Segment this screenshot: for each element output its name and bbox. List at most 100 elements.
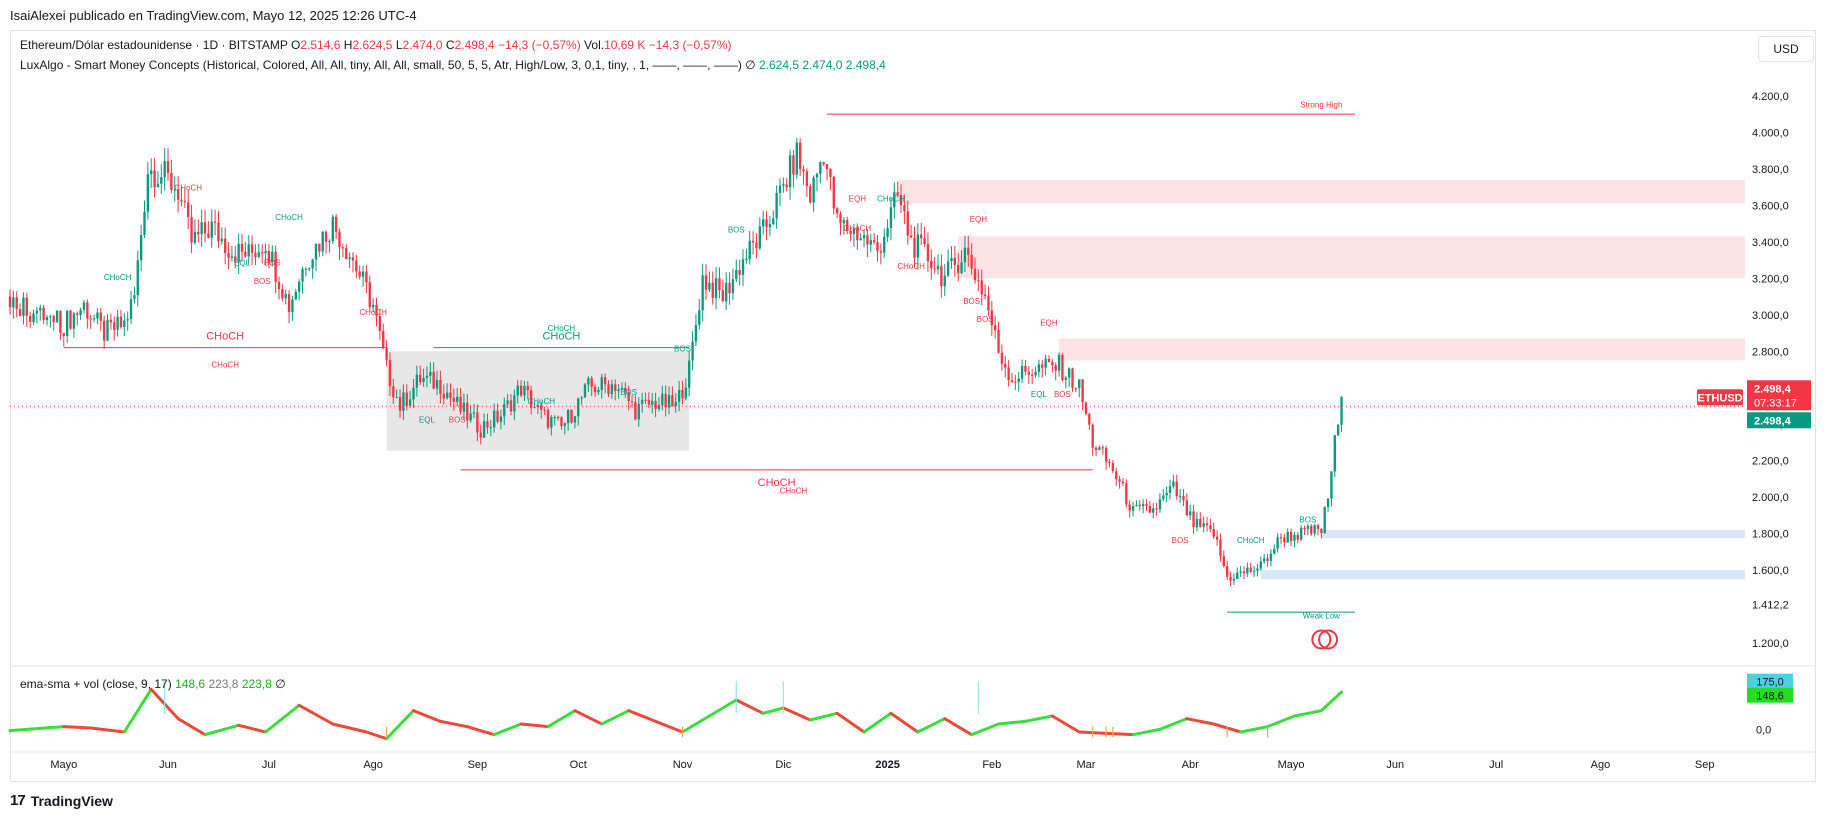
candle-body [348, 257, 351, 260]
candle-body [136, 260, 139, 296]
oscillator-title[interactable]: ema-sma + vol (close, 9, 17) [20, 677, 172, 691]
candle-body [368, 282, 371, 308]
candle-body [35, 310, 39, 314]
candle-body [1034, 371, 1037, 376]
candle-body [338, 231, 341, 248]
smc-label: CHoCH [527, 397, 555, 406]
oscillator-segment [8, 725, 66, 733]
price-tick-label: 4.200,0 [1752, 91, 1789, 103]
candle-body [1061, 354, 1064, 380]
candle-body [254, 252, 257, 258]
candle-body [745, 259, 748, 261]
time-tick-label: Mayo [1278, 759, 1305, 771]
candle-body [89, 318, 92, 320]
indicator-price-badge-bg [1747, 412, 1811, 429]
indicator-hidden-icon[interactable]: ∅ [745, 58, 756, 72]
oscillator-segment [600, 709, 631, 726]
candle-body [1101, 447, 1104, 449]
candle-body [1178, 495, 1182, 497]
candle-body [92, 318, 96, 320]
last-price-badge-bg [1747, 380, 1811, 411]
candle-body [765, 219, 768, 228]
candle-body [661, 393, 664, 406]
candle-body [311, 259, 314, 269]
candle-body [1020, 365, 1024, 379]
tradingview-logo[interactable]: 17 TradingView [10, 792, 113, 809]
candle-body [1316, 525, 1320, 529]
candle-body [52, 316, 55, 322]
candle-body [503, 404, 506, 417]
candle-body [301, 268, 304, 282]
open-value: 2.514,6 [300, 38, 341, 52]
close-value: 2.498,4 [454, 38, 495, 52]
candle-body [529, 390, 533, 408]
tradingview-brand: TradingView [30, 792, 113, 809]
candle-body [1064, 377, 1067, 380]
oscillator-segment [889, 711, 920, 734]
indicator-title[interactable]: LuxAlgo - Smart Money Concepts (Historic… [20, 58, 742, 72]
oscillator-segment [1266, 714, 1296, 729]
candle-body [361, 271, 365, 277]
smc-label: CHoCH [1237, 536, 1265, 545]
oscillator-value-1: 148,6 [175, 677, 206, 691]
oscillator-segment [176, 717, 207, 737]
candle-body [802, 169, 805, 172]
oscillator-segment [680, 714, 711, 734]
candle-body [1098, 447, 1101, 451]
oscillator-segment [654, 719, 684, 734]
candle-body [688, 360, 691, 388]
candle-body [59, 310, 62, 333]
oscillator-hidden-icon[interactable]: ∅ [275, 677, 286, 691]
candle-body [846, 219, 849, 232]
time-tick-label: Jun [159, 759, 177, 771]
candle-body [412, 387, 415, 400]
candle-body [318, 243, 321, 252]
candle-body [113, 322, 116, 330]
candle-body [1175, 481, 1178, 496]
candle-body [664, 393, 667, 408]
candle-body [634, 401, 637, 420]
candle-body [513, 395, 516, 412]
candle-body [456, 396, 459, 402]
osc-value-badge: 148,6 [1756, 691, 1784, 703]
candle-body [102, 320, 106, 341]
indicator-legend: LuxAlgo - Smart Money Concepts (Historic… [20, 58, 886, 72]
candle-body [1172, 481, 1175, 487]
candle-body [926, 244, 930, 261]
symbol-title[interactable]: Ethereum/Dólar estadounidense · 1D · BIT… [20, 38, 288, 52]
candle-body [482, 421, 486, 438]
candle-body [1303, 527, 1306, 530]
oscillator-segment [1104, 731, 1135, 737]
candle-body [805, 171, 809, 187]
oscillator-segment [62, 725, 93, 730]
candle-body [304, 268, 308, 270]
candle-body [943, 275, 946, 287]
candle-body [607, 384, 610, 395]
candle-body [382, 330, 385, 348]
candle-body [445, 392, 449, 399]
currency-button[interactable]: USD [1758, 36, 1814, 62]
smc-label: Weak Low [1303, 611, 1340, 620]
candle-body [1135, 504, 1138, 506]
candle-body [708, 282, 711, 290]
candle-body [499, 416, 503, 422]
candle-body [590, 378, 593, 387]
candle-body [788, 155, 792, 188]
oscillator-segment [1292, 709, 1323, 718]
candle-body [308, 268, 311, 270]
candle-body [933, 268, 936, 270]
price-tick-label: 1.412,2 [1752, 599, 1789, 611]
candle-body [1131, 505, 1135, 511]
candle-body [920, 234, 923, 239]
time-tick-label: Ago [1591, 759, 1611, 771]
published-info: IsaiAlexei publicado en TradingView.com,… [10, 8, 417, 23]
candle-body [1047, 358, 1051, 363]
candle-body [1091, 424, 1094, 448]
candle-body [493, 410, 496, 428]
low-value: 2.474,0 [402, 38, 443, 52]
candle-body [859, 238, 862, 241]
candle-body [1249, 567, 1252, 572]
candle-body [1145, 504, 1148, 507]
volume-value: 10,69 K [604, 38, 646, 52]
